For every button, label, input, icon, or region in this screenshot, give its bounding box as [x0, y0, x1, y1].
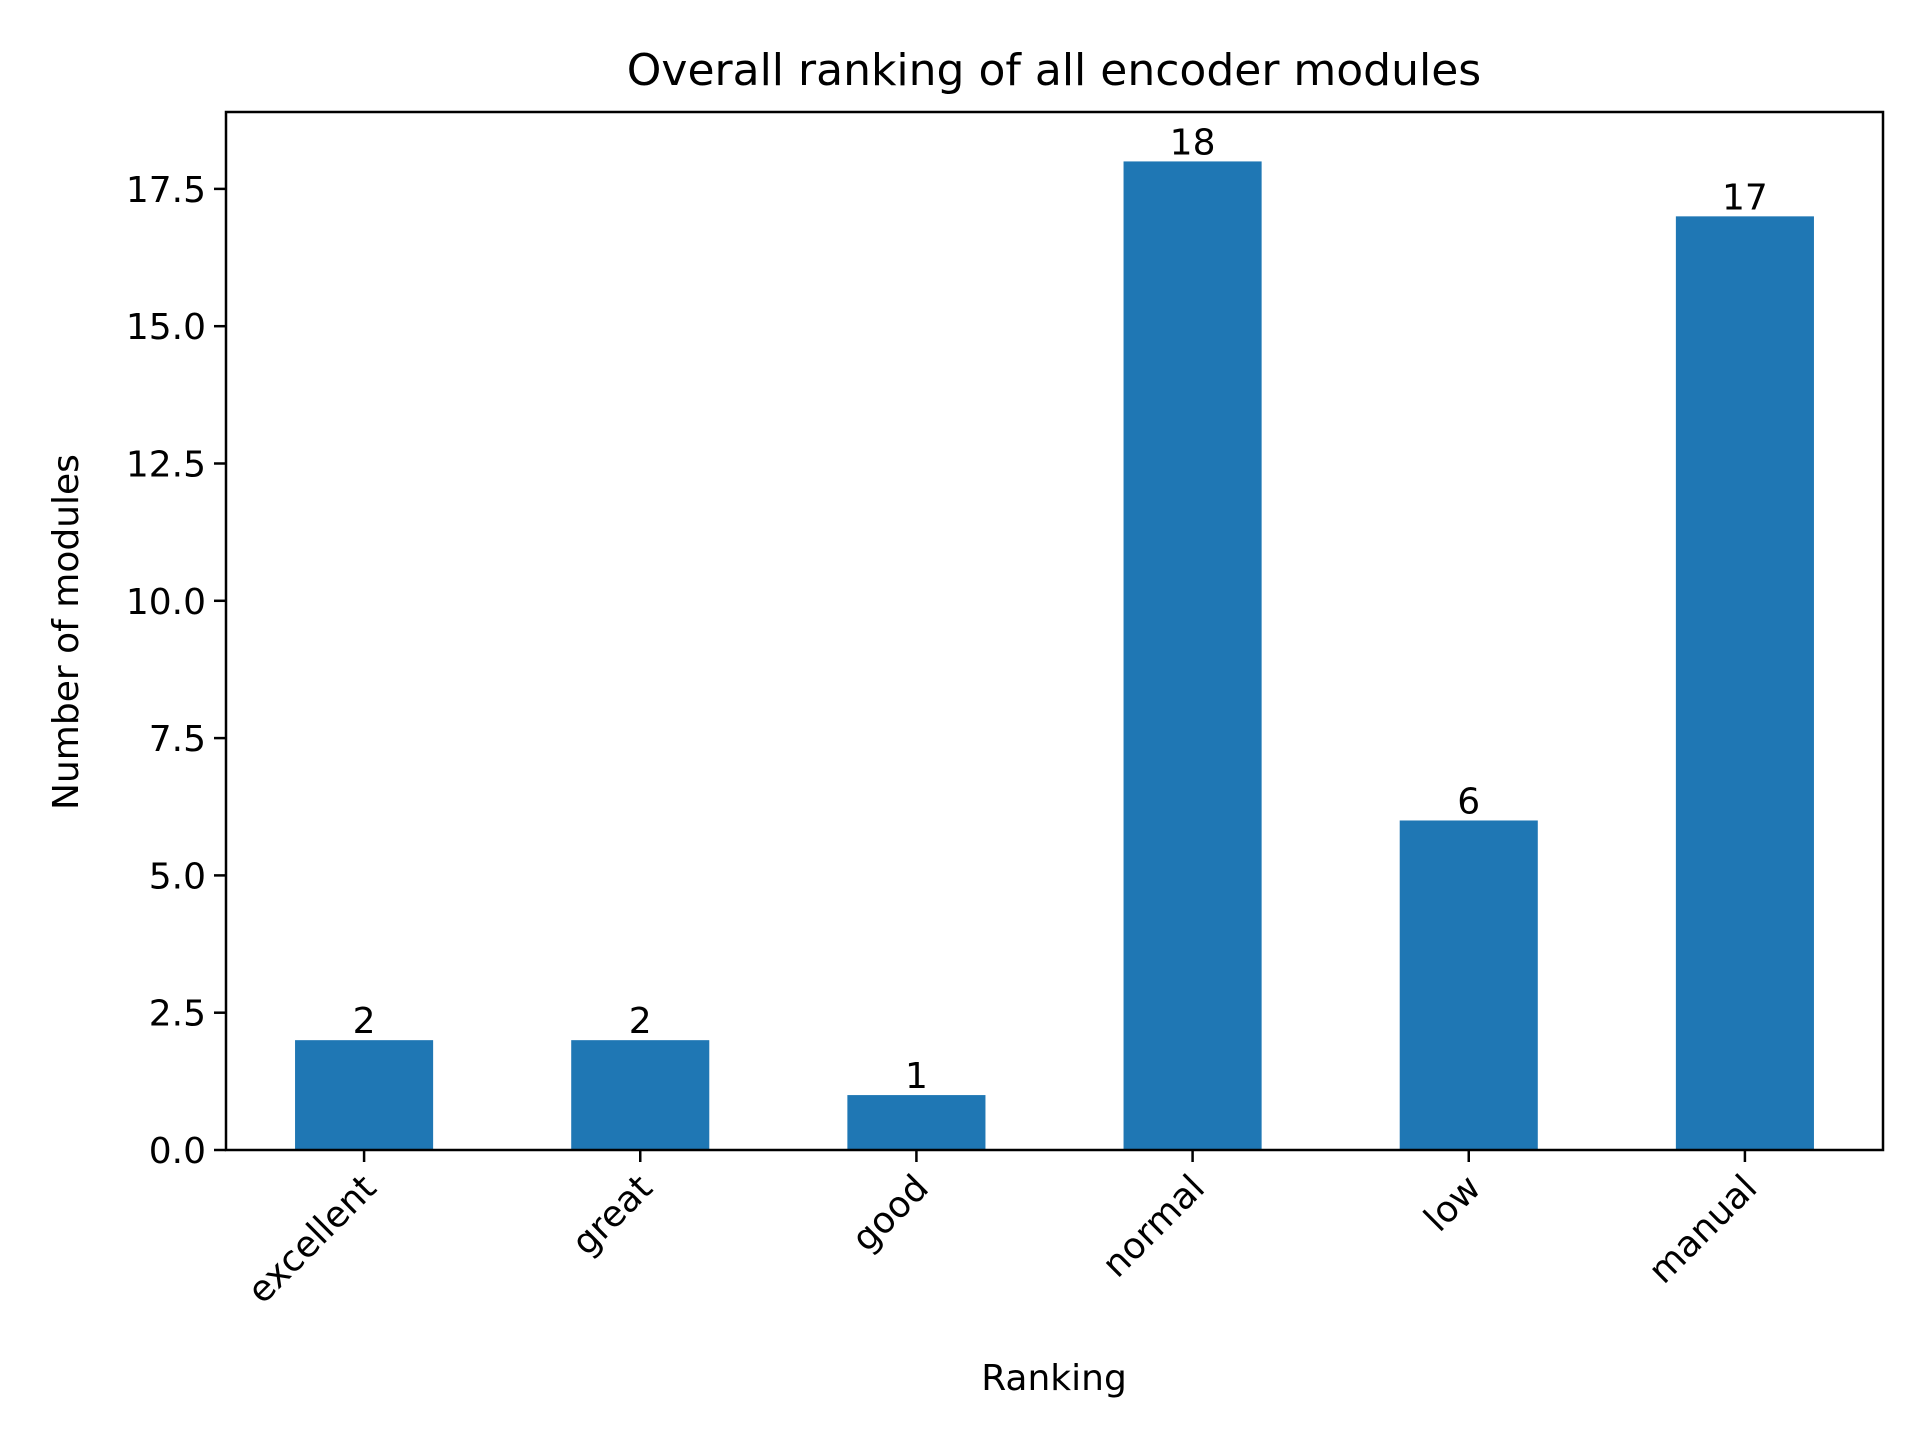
- bar-manual: [1675, 216, 1814, 1150]
- bar-low: [1399, 820, 1538, 1150]
- x-axis-label: Ranking: [981, 1358, 1127, 1399]
- bar-normal: [1123, 161, 1262, 1150]
- plot-frame: [224, 110, 1885, 1152]
- y-axis-label: Number of modules: [46, 454, 87, 810]
- y-tick-label: 12.5: [126, 444, 206, 485]
- y-tick-label: 7.5: [149, 719, 206, 760]
- bar-value-label: 18: [1170, 122, 1216, 163]
- y-tick-label: 5.0: [149, 856, 206, 897]
- y-tick-label: 15.0: [126, 307, 206, 348]
- bar-value-label: 17: [1722, 177, 1768, 218]
- bar-good: [847, 1095, 986, 1150]
- y-tick-label: 17.5: [126, 170, 206, 211]
- bar-value-label: 2: [629, 1001, 652, 1042]
- y-tick-label: 2.5: [149, 994, 206, 1035]
- bar-excellent: [295, 1040, 434, 1150]
- value-labels-layer: 2 2 1 18 6 17: [353, 122, 1768, 1097]
- y-tick-label: 10.0: [126, 582, 206, 623]
- bars-layer: [295, 161, 1814, 1150]
- y-tick-label: 0.0: [149, 1131, 206, 1172]
- bar-value-label: 6: [1457, 781, 1480, 822]
- bar-value-label: 2: [353, 1001, 376, 1042]
- y-axis-ticks: 0.0 2.5 5.0 7.5 10.0 12.5 15.0 17.5: [126, 170, 226, 1172]
- chart-title: Overall ranking of all encoder modules: [627, 45, 1481, 96]
- bar-great: [571, 1040, 710, 1150]
- bar-value-label: 1: [905, 1056, 928, 1097]
